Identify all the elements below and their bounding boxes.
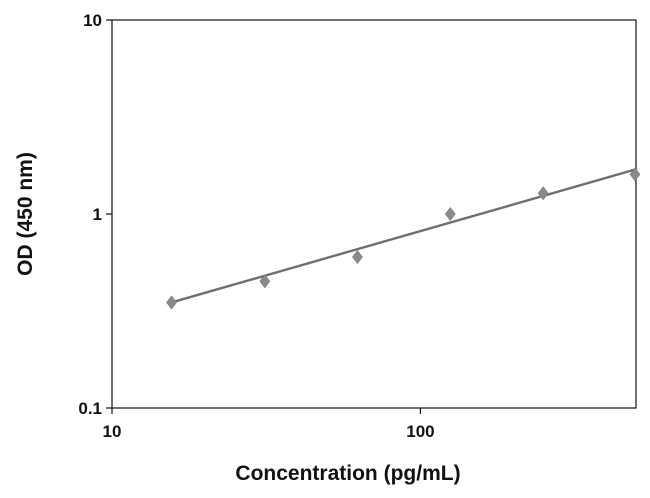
data-point: [352, 250, 363, 265]
data-point: [537, 186, 549, 201]
x-tick-label: 100: [406, 422, 434, 441]
x-tick-label: 10: [103, 422, 122, 441]
data-point: [629, 167, 641, 182]
x-axis-ticks: 10 100: [103, 408, 435, 441]
x-axis-title: Concentration (pg/mL): [235, 462, 460, 485]
data-point: [259, 274, 271, 289]
plot-area: [111, 19, 637, 409]
y-tick-label: 0.1: [78, 399, 102, 418]
data-points: [166, 167, 641, 310]
data-point: [444, 207, 456, 221]
y-tick-label: 1: [93, 205, 102, 224]
y-axis-ticks: 0.1 1 10: [78, 11, 112, 418]
data-point: [166, 295, 177, 310]
y-axis-title: OD (450 nm): [14, 152, 37, 276]
trendline: [170, 168, 638, 304]
y-tick-label: 10: [83, 11, 102, 30]
trendline-group: [170, 168, 638, 304]
